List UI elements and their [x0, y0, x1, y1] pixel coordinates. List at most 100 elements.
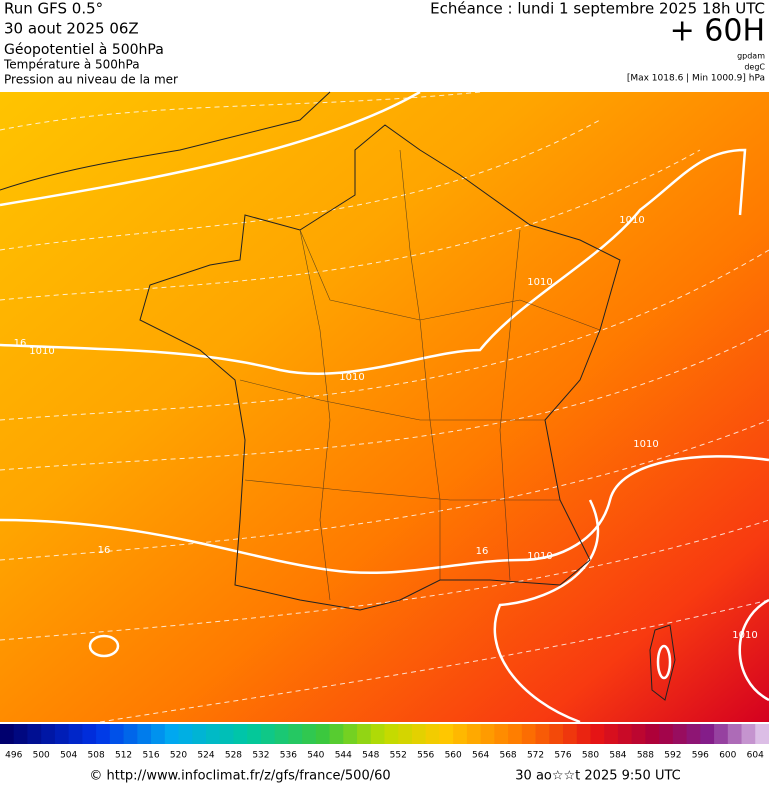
contour-label: 16: [476, 546, 489, 557]
england-coast: [0, 91, 331, 191]
colorbar-swatch: [645, 724, 660, 744]
colorbar-swatch: [96, 724, 111, 744]
colorbar-swatch: [672, 724, 688, 744]
contour-label: 1010: [527, 551, 552, 562]
colorbar-label: 552: [390, 751, 407, 761]
subtitle: Température à 500hPa: [3, 58, 140, 72]
min-max: [Max 1018.6 | Min 1000.9] hPa: [627, 74, 765, 84]
colorbar-label: 568: [499, 751, 516, 761]
run: Run GFS 0.5°: [4, 0, 103, 18]
contour-label: 16: [98, 545, 111, 556]
colorbar-swatch: [686, 724, 701, 744]
colorbar-swatch: [68, 724, 83, 744]
pressure-contours: [0, 90, 769, 724]
colorbar-swatch: [576, 724, 591, 744]
departments: [239, 149, 601, 601]
colorbar-swatch: [247, 724, 262, 744]
colorbar-label: 536: [280, 751, 297, 761]
colorbar-swatch: [151, 724, 166, 744]
colorbar-swatch: [466, 724, 482, 744]
colorbar-swatch: [604, 724, 619, 744]
colorbar-swatch: [329, 724, 344, 744]
colorbar-label: 512: [115, 751, 132, 761]
subtitle: Pression au niveau de la mer: [4, 73, 178, 87]
colorbar-swatch: [357, 724, 372, 744]
contour-label: 1010: [732, 630, 757, 641]
colorbar-swatch: [343, 724, 358, 744]
contour-label: 1010: [619, 215, 644, 226]
colorbar-label: 508: [88, 751, 105, 761]
colorbar-swatch: [370, 724, 385, 744]
colorbar-swatch: [54, 724, 70, 744]
colorbar-swatch: [164, 724, 180, 744]
colorbar-label: 560: [445, 751, 462, 761]
colorbar-swatch: [590, 724, 605, 744]
colorbar-swatch: [219, 724, 234, 744]
colorbar-swatch: [549, 724, 564, 744]
colorbar-swatch: [27, 724, 42, 744]
forecast-time: Echéance : lundi 1 septembre 2025 18h UT…: [430, 0, 765, 18]
colorbar-label: 500: [33, 751, 50, 761]
colorbar-swatch: [439, 724, 454, 744]
france-outline: [139, 124, 621, 611]
colorbar-swatch: [727, 724, 743, 744]
colorbar-swatch: [535, 724, 550, 744]
colorbar-swatch: [41, 724, 56, 744]
colorbar-swatch: [425, 724, 440, 744]
colorbar-label: 540: [307, 751, 324, 761]
colorbar-label: 504: [60, 751, 77, 761]
contour-label: 1010: [29, 346, 54, 357]
colorbar-label: 528: [225, 751, 242, 761]
colorbar-swatch: [741, 724, 756, 744]
colorbar-swatch: [659, 724, 674, 744]
colorbar-swatch: [288, 724, 303, 744]
colorbar-swatch: [302, 724, 317, 744]
colorbar-swatch: [205, 724, 221, 744]
colorbar-swatch: [508, 724, 523, 744]
colorbar-swatch: [411, 724, 427, 744]
colorbar-swatch: [563, 724, 578, 744]
colorbar-swatch: [315, 724, 331, 744]
lead-time: + 60H: [670, 14, 765, 49]
colorbar-label: 576: [554, 751, 571, 761]
contour-label: 16: [14, 338, 27, 349]
contour-label: 1010: [527, 277, 552, 288]
title: Géopotentiel à 500hPa: [4, 42, 164, 58]
colorbar-swatch: [714, 724, 729, 744]
colorbar-swatch: [233, 724, 248, 744]
unit: degC: [744, 63, 765, 72]
colorbar-label: 600: [719, 751, 736, 761]
colorbar-swatch: [274, 724, 289, 744]
colorbar-label: 596: [692, 751, 709, 761]
colorbar-label: 520: [170, 751, 187, 761]
colorbar-label: 584: [609, 751, 626, 761]
colorbar-label: 532: [252, 751, 269, 761]
colorbar-swatch: [137, 724, 152, 744]
colorbar-label: 516: [142, 751, 159, 761]
colorbar-swatch: [617, 724, 633, 744]
colorbar-label: 556: [417, 751, 434, 761]
colorbar-label: 524: [197, 751, 214, 761]
colorbar-label: 548: [362, 751, 379, 761]
colorbar-swatch: [384, 724, 399, 744]
colorbar-label: 592: [664, 751, 681, 761]
corsica: [649, 624, 676, 701]
colorbar-swatch: [453, 724, 468, 744]
colorbar-swatch: [521, 724, 537, 744]
colorbar-swatch: [178, 724, 193, 744]
colorbar-swatch: [700, 724, 715, 744]
colorbar-swatch: [398, 724, 413, 744]
footer-time: 30 ao☆☆t 2025 9:50 UTC: [515, 769, 680, 784]
colorbar-label: 604: [747, 751, 764, 761]
colorbar-label: 564: [472, 751, 489, 761]
contour-label: 1010: [633, 439, 658, 450]
colorbar-swatch: [480, 724, 495, 744]
map-background: [0, 92, 769, 722]
colorbar-swatch: [13, 724, 28, 744]
colorbar-label: 544: [335, 751, 352, 761]
footer-url: © http://www.infoclimat.fr/z/gfs/france/…: [89, 769, 390, 784]
colorbar: 496 500 504 508 512 516 520 524 528 532 536 540 544 5…: [0, 724, 769, 761]
run-date: 30 aout 2025 06Z: [4, 20, 139, 38]
